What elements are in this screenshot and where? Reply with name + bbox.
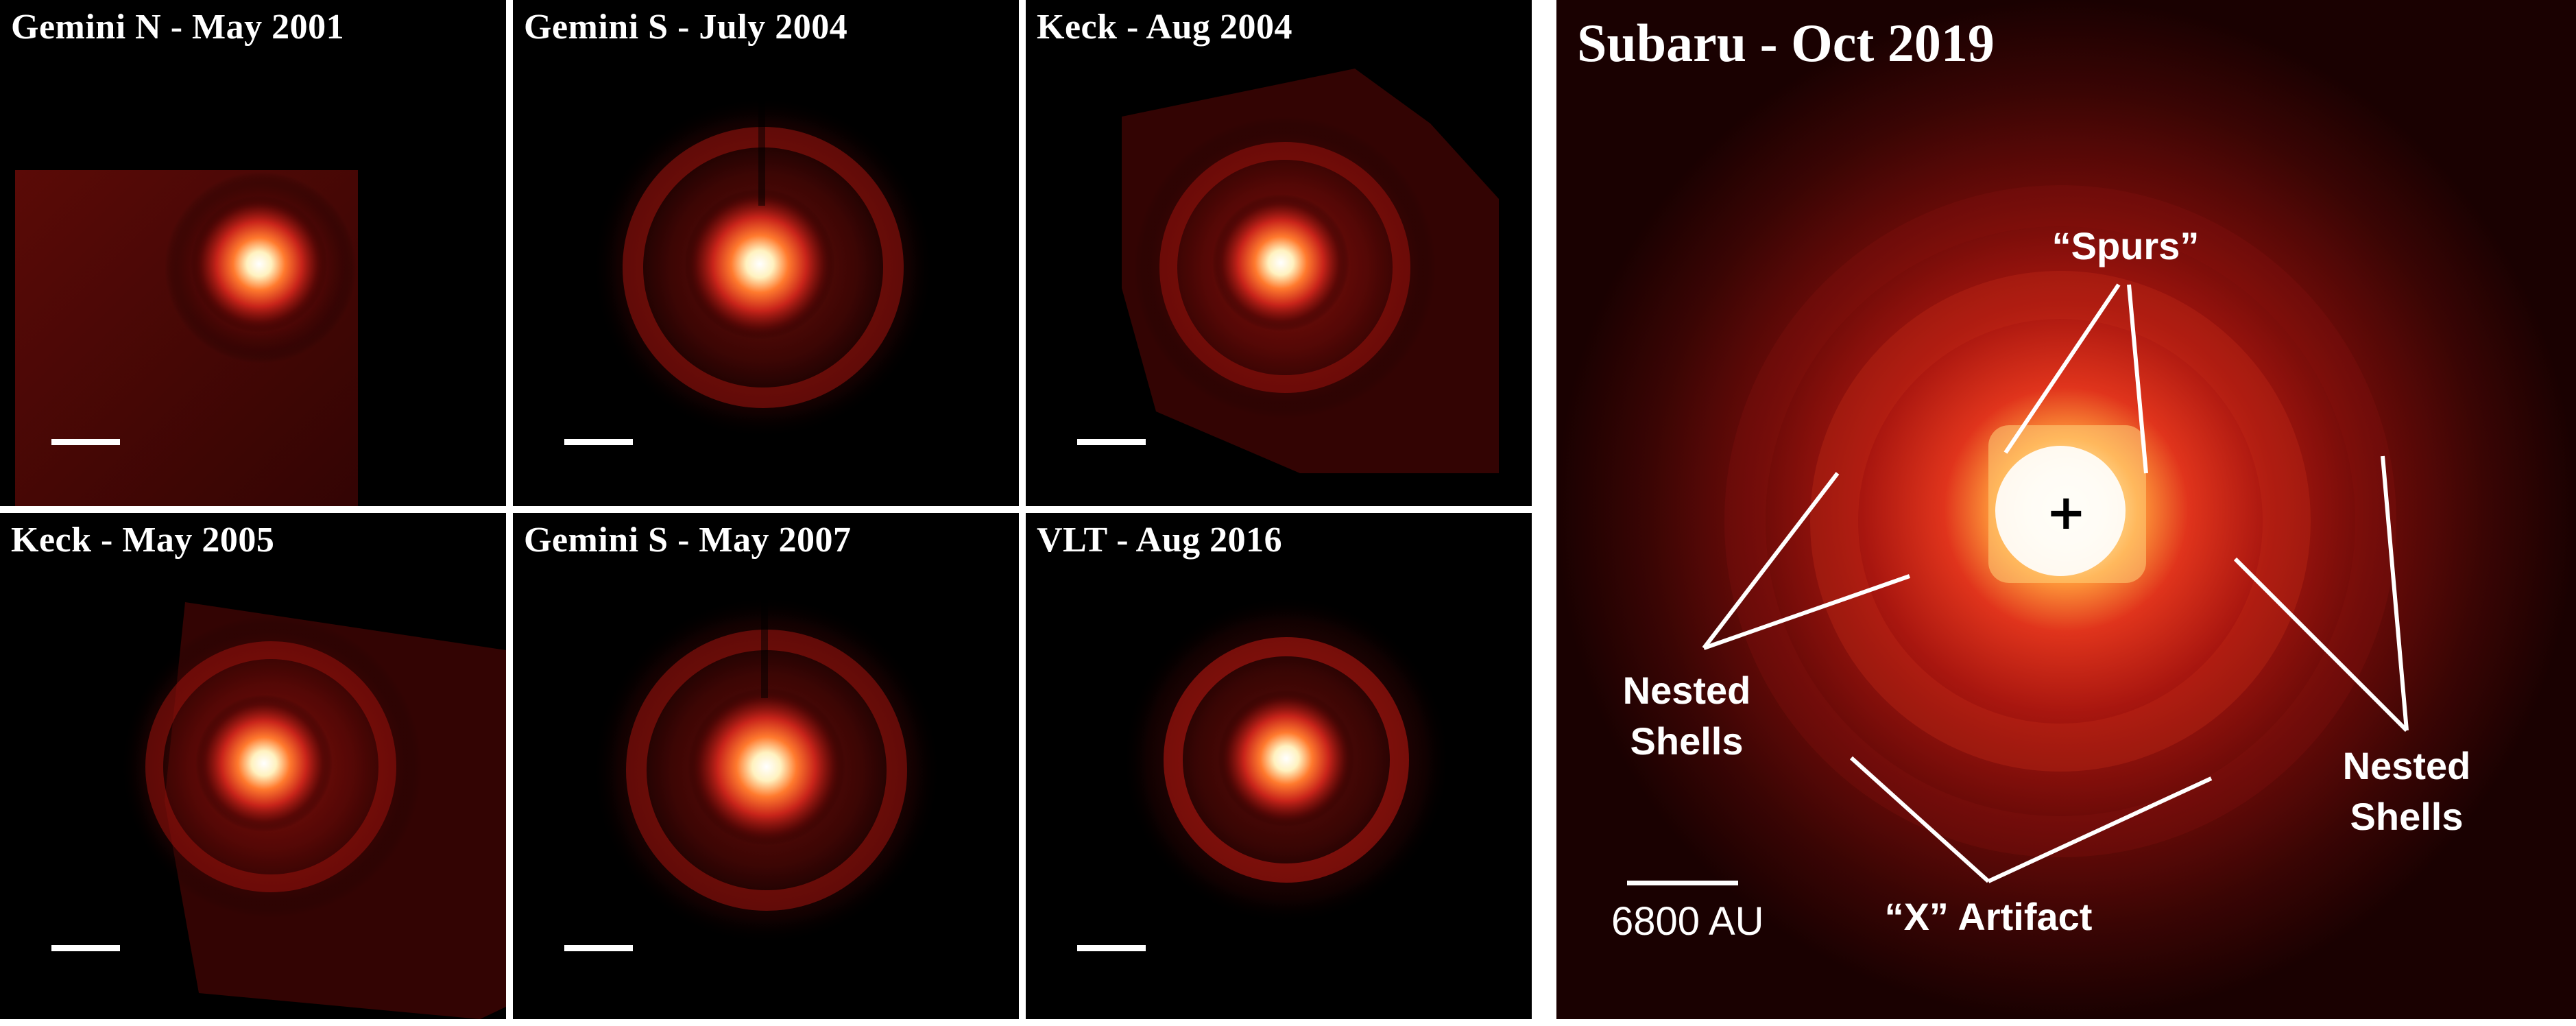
nebula-image — [15, 170, 358, 506]
scale-bar — [51, 439, 120, 445]
nebula-image — [592, 561, 941, 945]
panel-gemini-n-2001: Gemini N - May 2001 — [0, 0, 506, 506]
panel-gemini-s-2007: Gemini S - May 2007 — [513, 513, 1019, 1019]
scale-bar — [1627, 881, 1738, 885]
panel-keck-2004: Keck - Aug 2004 — [1026, 0, 1532, 506]
annotation-line: Nested — [1622, 669, 1751, 712]
annotation-line: Shells — [1630, 719, 1744, 763]
annotation-nested-shells-right: Nested Shells — [2311, 741, 2503, 842]
nebula-image — [592, 89, 935, 439]
annotation-nested-shells-left: Nested Shells — [1598, 665, 1776, 767]
panel-title: VLT - Aug 2016 — [1037, 521, 1283, 560]
panel-title: Subaru - Oct 2019 — [1577, 13, 1995, 73]
nebula-image — [1122, 595, 1451, 924]
panel-gemini-s-2004: Gemini S - July 2004 — [513, 0, 1019, 506]
panel-title: Keck - Aug 2004 — [1037, 8, 1292, 47]
panel-keck-2005: Keck - May 2005 — [0, 513, 506, 1019]
annotation-spurs: “Spurs” — [2051, 224, 2200, 267]
scale-label: 6800 AU — [1611, 899, 1764, 944]
scale-bar — [1077, 439, 1146, 445]
scale-bar — [51, 945, 120, 951]
annotation-line: Nested — [2342, 744, 2471, 787]
center-marker-icon: + — [2046, 484, 2086, 540]
nebula-image — [1556, 0, 2576, 1019]
scale-bar — [564, 945, 633, 951]
panel-vlt-2016: VLT - Aug 2016 — [1026, 513, 1532, 1019]
annotation-x-artifact: “X” Artifact — [1884, 895, 2093, 938]
panel-title: Keck - May 2005 — [11, 521, 275, 560]
annotation-line: Shells — [2350, 795, 2464, 838]
scale-bar — [564, 439, 633, 445]
panel-subaru-2019: Subaru - Oct 2019 “Spurs” Nested Shells … — [1556, 0, 2576, 1019]
panel-title: Gemini N - May 2001 — [11, 8, 345, 47]
scale-bar — [1077, 945, 1146, 951]
nebula-image — [1122, 69, 1499, 473]
nebula-image — [120, 602, 506, 1019]
panel-title: Gemini S - May 2007 — [524, 521, 852, 560]
panel-title: Gemini S - July 2004 — [524, 8, 848, 47]
